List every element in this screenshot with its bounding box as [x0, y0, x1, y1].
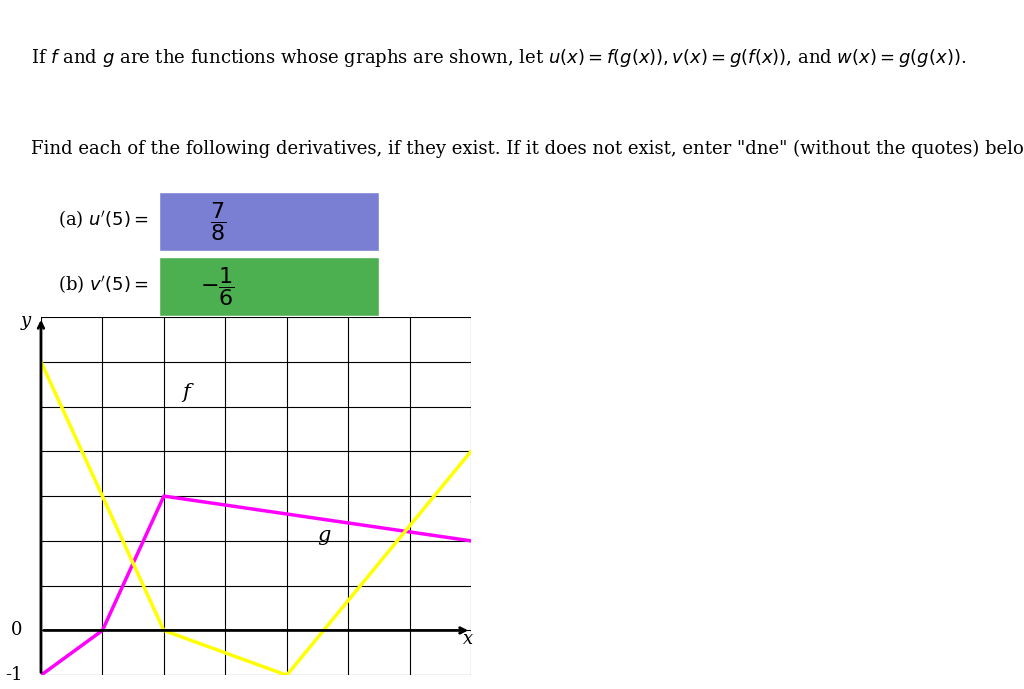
Text: $-\dfrac{6}{7}$: $-\dfrac{6}{7}$: [201, 331, 234, 373]
Text: -1: -1: [5, 666, 23, 684]
Text: Find each of the following derivatives, if they exist. If it does not exist, ent: Find each of the following derivatives, …: [31, 139, 1024, 158]
Text: (c) $w'(5) = $: (c) $w'(5) = $: [55, 338, 148, 360]
Text: g: g: [317, 526, 331, 545]
Text: $\dfrac{7}{8}$: $\dfrac{7}{8}$: [210, 200, 225, 243]
Text: If $f$ and $g$ are the functions whose graphs are shown, let $u(x) = f(g(x)), v(: If $f$ and $g$ are the functions whose g…: [31, 46, 966, 68]
FancyBboxPatch shape: [159, 322, 379, 382]
FancyBboxPatch shape: [159, 257, 379, 316]
Text: (b) $v'(5) = $: (b) $v'(5) = $: [57, 273, 148, 295]
Text: 0: 0: [11, 621, 23, 639]
Text: f: f: [182, 382, 190, 402]
Text: x: x: [463, 630, 473, 648]
Text: y: y: [20, 312, 31, 330]
FancyBboxPatch shape: [159, 192, 379, 251]
Text: $-\dfrac{1}{6}$: $-\dfrac{1}{6}$: [201, 265, 234, 308]
Text: (a) $u'(5) = $: (a) $u'(5) = $: [57, 207, 148, 229]
